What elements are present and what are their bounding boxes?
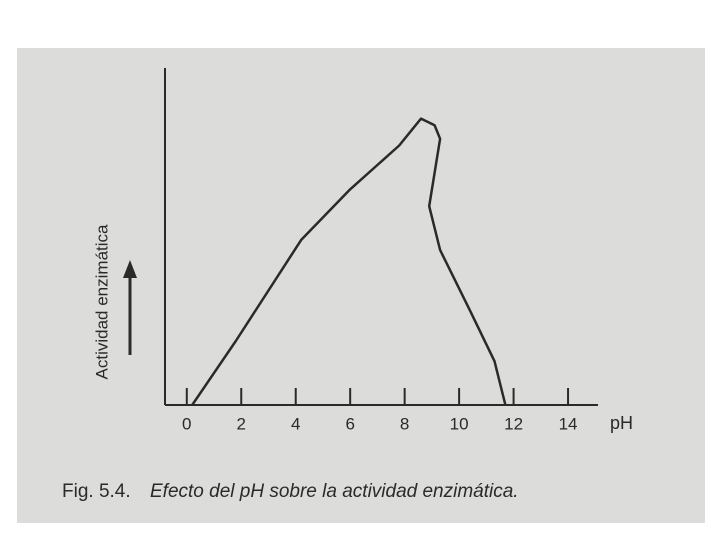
x-tick-label: 8	[400, 414, 409, 433]
photo-background	[17, 48, 705, 523]
chart-title: Efecto del pH sobre la actividad enzimát…	[150, 481, 519, 502]
x-tick-label: 0	[182, 414, 191, 433]
x-axis-label: pH	[610, 413, 633, 433]
caption-label: Fig. 5.4.	[62, 481, 131, 502]
y-axis-label: Actividad enzimática	[92, 224, 111, 380]
y-arrow-head	[123, 260, 137, 278]
x-tick-label: 12	[504, 414, 523, 433]
x-tick-label: 4	[291, 414, 300, 433]
x-tick-label: 10	[450, 414, 469, 433]
x-tick-label: 2	[237, 414, 246, 433]
x-tick-label: 14	[559, 414, 578, 433]
curve	[191, 117, 507, 406]
x-tick-label: 6	[345, 414, 354, 433]
